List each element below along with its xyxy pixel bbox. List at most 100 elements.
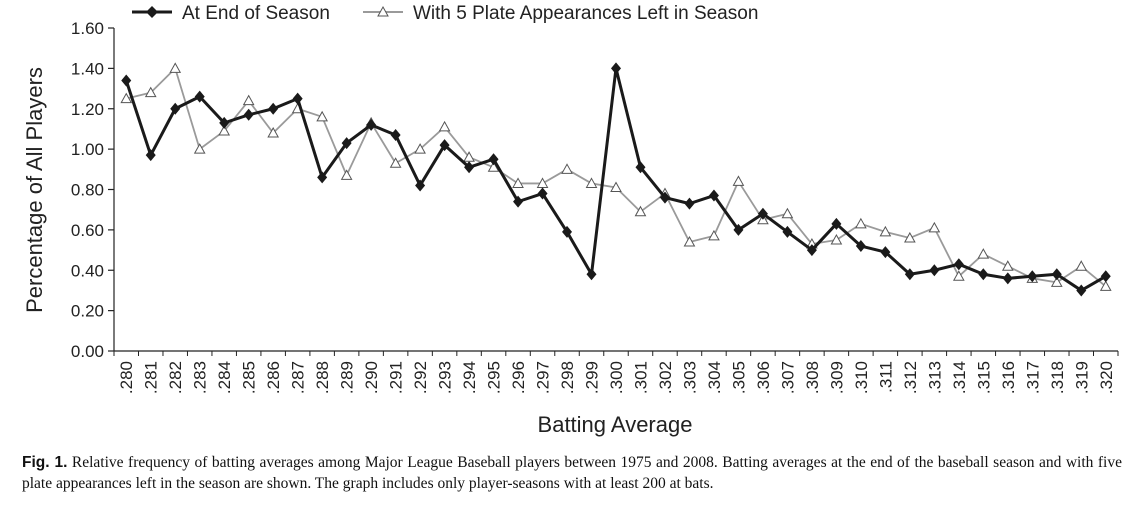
x-tick-label: .281	[142, 361, 161, 394]
x-tick-label: .288	[313, 361, 332, 394]
y-tick-label: 1.00	[71, 140, 104, 159]
y-tick-label: 0.40	[71, 261, 104, 280]
x-tick-label: .283	[191, 361, 210, 394]
x-tick-label: .284	[215, 361, 234, 394]
legend-label-5-pa-left: With 5 Plate Appearances Left in Season	[413, 3, 758, 24]
data-point-triangle	[487, 161, 500, 172]
data-point-diamond	[537, 187, 548, 200]
data-point-diamond	[708, 189, 719, 202]
legend-label-end-of-season: At End of Season	[182, 3, 330, 24]
data-point-triangle	[634, 205, 647, 217]
data-point-triangle	[512, 177, 524, 188]
x-tick-label: .315	[974, 361, 993, 394]
data-point-diamond	[1027, 270, 1038, 283]
data-point-triangle	[952, 270, 965, 281]
data-point-diamond	[635, 161, 646, 174]
x-tick-label: .285	[240, 361, 259, 394]
x-tick-label: .292	[411, 361, 430, 394]
data-point-triangle	[928, 221, 941, 233]
data-point-triangle	[830, 233, 843, 245]
data-point-triangle	[1001, 260, 1014, 271]
data-point-diamond	[121, 74, 132, 87]
data-point-diamond	[978, 268, 989, 281]
data-point-triangle	[169, 62, 182, 73]
data-point-diamond	[1002, 272, 1013, 285]
data-point-triangle	[438, 120, 451, 132]
data-point-triangle	[414, 143, 426, 154]
x-tick-label: .313	[925, 361, 944, 394]
x-tick-label: .293	[436, 361, 455, 394]
caption-label: Fig. 1.	[22, 454, 68, 471]
data-point-triangle	[389, 157, 402, 168]
data-point-triangle	[316, 110, 328, 122]
data-point-diamond	[145, 149, 156, 162]
data-point-diamond	[390, 128, 401, 141]
y-tick-label: 0.00	[71, 342, 104, 361]
data-point-triangle	[585, 177, 598, 188]
data-point-diamond	[562, 225, 573, 238]
data-point-triangle	[1075, 260, 1088, 271]
line-chart: At End of Season With 5 Plate Appearance…	[22, 3, 1119, 437]
x-tick-label: .319	[1072, 361, 1091, 394]
y-axis-title: Percentage of All Players	[22, 67, 47, 313]
x-tick-label: .280	[117, 361, 136, 394]
data-point-triangle	[340, 169, 353, 180]
data-point-diamond	[904, 268, 915, 281]
legend-marker-5-pa-left	[377, 5, 389, 17]
data-point-triangle	[144, 86, 157, 98]
series-end-of-season	[121, 62, 1111, 297]
caption-text: Relative frequency of batting averages a…	[22, 454, 1122, 492]
data-point-diamond	[219, 116, 230, 129]
data-point-diamond	[929, 264, 940, 277]
data-point-diamond	[880, 246, 891, 259]
x-tick-label: .289	[338, 361, 357, 394]
data-point-triangle	[1050, 276, 1063, 287]
data-point-diamond	[341, 137, 352, 150]
data-point-diamond	[953, 258, 964, 271]
series-5-pa-left	[120, 62, 1112, 291]
x-tick-label: .308	[803, 361, 822, 394]
data-point-diamond	[194, 90, 205, 103]
y-tick-label: 0.80	[71, 181, 104, 200]
x-tick-label: .318	[1048, 361, 1067, 394]
data-point-triangle	[242, 94, 255, 106]
data-point-diamond	[806, 244, 817, 257]
data-point-diamond	[268, 102, 279, 115]
data-point-diamond	[243, 108, 254, 121]
data-point-triangle	[879, 225, 892, 237]
x-tick-label: .294	[460, 361, 479, 394]
data-point-diamond	[292, 92, 303, 105]
x-tick-label: .291	[387, 361, 406, 394]
data-point-diamond	[439, 139, 450, 152]
figure-caption: Fig. 1. Relative frequency of batting av…	[22, 452, 1122, 494]
data-point-triangle	[1099, 280, 1112, 291]
legend-marker-end-of-season	[146, 6, 158, 18]
data-point-diamond	[733, 223, 744, 236]
x-tick-label: .314	[950, 361, 969, 394]
series-layer	[120, 62, 1112, 297]
data-point-diamond	[782, 225, 793, 238]
data-point-triangle	[561, 163, 573, 174]
y-tick-label: 0.20	[71, 302, 104, 321]
data-point-diamond	[317, 171, 328, 184]
data-point-diamond	[831, 217, 842, 230]
data-point-diamond	[415, 179, 426, 192]
data-point-triangle	[708, 229, 720, 241]
x-tick-label: .298	[558, 361, 577, 394]
data-point-diamond	[1051, 268, 1062, 281]
data-point-diamond	[513, 195, 524, 208]
x-tick-label: .311	[876, 361, 895, 393]
x-tick-label: .299	[583, 361, 602, 394]
y-axis: 0.00 0.20 0.40 0.60 0.80 1.00 1.20 1.40 1.60	[71, 19, 115, 361]
x-tick-label: .295	[485, 361, 504, 394]
data-point-triangle	[855, 217, 867, 229]
data-point-triangle	[536, 177, 549, 188]
data-point-triangle	[463, 151, 475, 162]
data-point-triangle	[683, 235, 696, 247]
series-line	[124, 66, 1107, 292]
data-point-diamond	[757, 207, 768, 220]
data-point-triangle	[193, 143, 206, 154]
x-tick-label: .305	[729, 361, 748, 394]
data-point-triangle	[120, 92, 133, 104]
data-point-diamond	[366, 118, 377, 131]
